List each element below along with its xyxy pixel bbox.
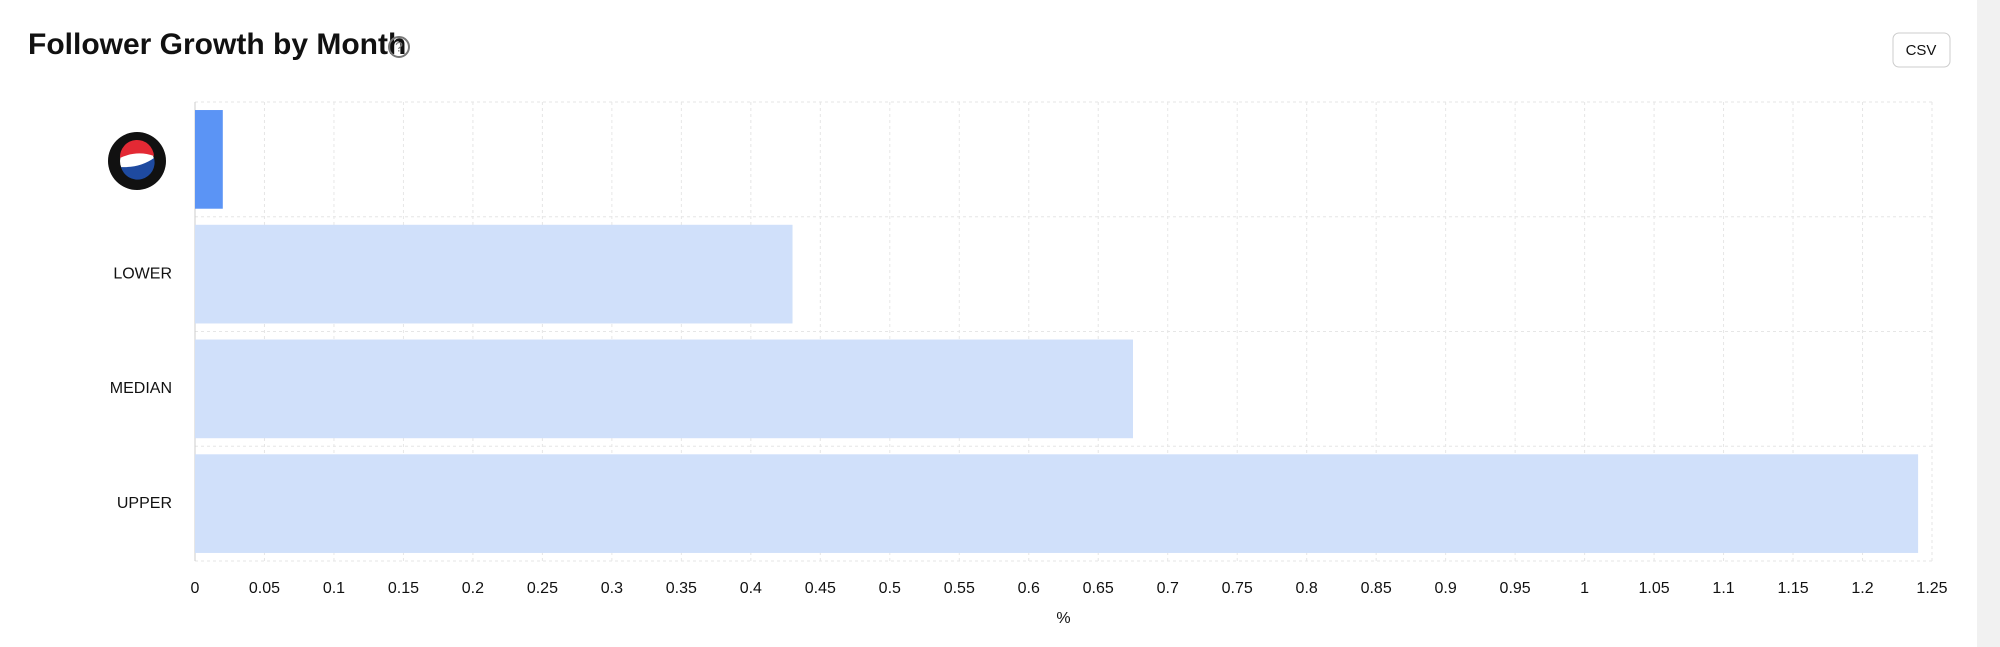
help-circle: [388, 36, 410, 58]
x-tick-label: 1.1: [1712, 580, 1734, 597]
x-tick-label: 0.6: [1018, 580, 1040, 597]
x-tick-label: 0.2: [462, 580, 484, 597]
x-tick-label: 1.2: [1851, 580, 1873, 597]
x-tick-label: 0: [191, 580, 200, 597]
logo-blue: [121, 158, 155, 180]
x-tick-label: 0.05: [249, 580, 280, 597]
chart-title: Follower Growth by Month: [28, 28, 406, 61]
brand-logo: [108, 132, 166, 190]
csv-button[interactable]: CSV: [1892, 32, 1951, 68]
logo-red: [119, 139, 154, 158]
x-tick-label: 1: [1580, 580, 1589, 597]
x-tick-label: 0.15: [388, 580, 419, 597]
x-tick-label: 0.55: [944, 580, 975, 597]
x-tick-label: 1.25: [1916, 580, 1947, 597]
y-tick-label: UPPER: [117, 495, 172, 512]
x-tick-label: 0.8: [1296, 580, 1318, 597]
bar: [195, 339, 1133, 439]
x-tick-label: 0.3: [601, 580, 623, 597]
x-tick-label: 1.15: [1777, 580, 1808, 597]
bar: [195, 224, 793, 324]
help-icon[interactable]: ?: [388, 36, 410, 58]
scrollbar: [1977, 0, 2000, 647]
x-tick-label: 0.75: [1222, 580, 1253, 597]
bar: [195, 454, 1919, 553]
y-tick-label: MEDIAN: [110, 380, 172, 397]
button-frame: [1892, 32, 1951, 68]
x-tick-label: 0.1: [323, 580, 345, 597]
button-label[interactable]: CSV: [1906, 42, 1937, 59]
x-tick-label: 0.65: [1083, 580, 1114, 597]
bar: [195, 110, 223, 209]
x-axis-label: %: [1056, 610, 1070, 627]
x-tick-label: 0.4: [740, 580, 762, 597]
x-tick-label: 0.9: [1435, 580, 1457, 597]
y-tick-label: LOWER: [113, 265, 172, 282]
help-mark: ?: [395, 39, 403, 55]
x-tick-label: 0.95: [1500, 580, 1531, 597]
x-tick-label: 0.7: [1157, 580, 1179, 597]
x-tick-label: 0.45: [805, 580, 836, 597]
x-tick-label: 0.35: [666, 580, 697, 597]
x-tick-label: 0.5: [879, 580, 901, 597]
x-tick-label: 1.05: [1639, 580, 1670, 597]
x-tick-label: 0.85: [1361, 580, 1392, 597]
x-tick-label: 0.25: [527, 580, 558, 597]
